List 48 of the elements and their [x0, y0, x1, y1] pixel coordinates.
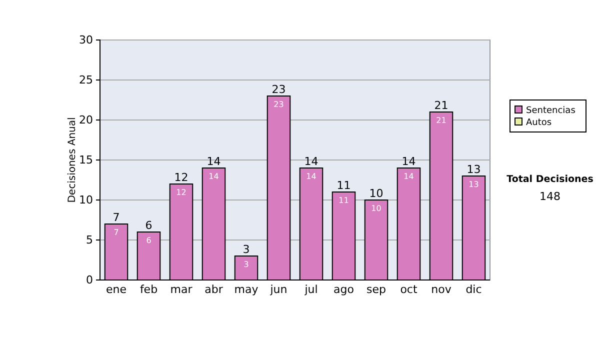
y-tick-label: 0	[86, 274, 93, 287]
data-label: 12	[176, 188, 186, 197]
x-tick-label: oct	[400, 282, 418, 296]
total-label: 14	[206, 155, 221, 168]
data-label: 21	[436, 116, 446, 125]
total-label: 23	[272, 83, 286, 96]
data-label: 3	[244, 260, 249, 269]
total-label: 14	[402, 155, 416, 168]
legend-label: Sentencias	[526, 106, 576, 116]
total-label: 21	[434, 99, 448, 112]
y-tick-label: 15	[79, 154, 93, 167]
y-tick-label: 10	[79, 194, 93, 207]
total-label: 10	[369, 187, 384, 200]
total-label: 3	[242, 243, 250, 256]
data-label: 23	[274, 100, 284, 109]
total-label: 11	[336, 179, 351, 192]
data-label: 14	[306, 172, 316, 181]
x-tick-label: dic	[466, 282, 482, 296]
total-label: 6	[145, 219, 152, 232]
y-tick-label: 20	[79, 114, 93, 127]
data-label: 14	[208, 172, 219, 181]
y-axis-title: Decisiones Anual	[67, 117, 78, 203]
x-tick-label: nov	[431, 282, 452, 296]
data-label: 10	[371, 204, 382, 213]
x-tick-label: may	[234, 282, 259, 296]
x-tick-label: abr	[204, 282, 224, 296]
x-tick-label: ago	[334, 282, 354, 296]
x-tick-label: feb	[140, 282, 158, 296]
y-tick-label: 5	[86, 234, 93, 247]
total-label: 14	[304, 155, 318, 168]
y-tick-label: 30	[79, 34, 93, 47]
y-tick-label: 25	[79, 74, 93, 87]
x-tick-label: ene	[106, 282, 127, 296]
data-label: 14	[404, 172, 414, 181]
data-label: 7	[114, 228, 119, 237]
text: 148	[540, 190, 560, 203]
data-label: 11	[338, 196, 349, 205]
data-label: 13	[468, 180, 479, 189]
x-tick-label: sep	[366, 282, 386, 296]
legend-label: Autos	[526, 118, 552, 128]
total-label: 12	[174, 171, 188, 184]
x-tick-label: jun	[269, 282, 288, 296]
text: Total Decisiones	[506, 174, 594, 185]
x-tick-label: jul	[304, 282, 318, 296]
total-label: 13	[466, 163, 481, 176]
x-tick-label: mar	[170, 282, 193, 296]
total-label: 7	[112, 211, 120, 224]
data-label: 6	[146, 236, 152, 245]
